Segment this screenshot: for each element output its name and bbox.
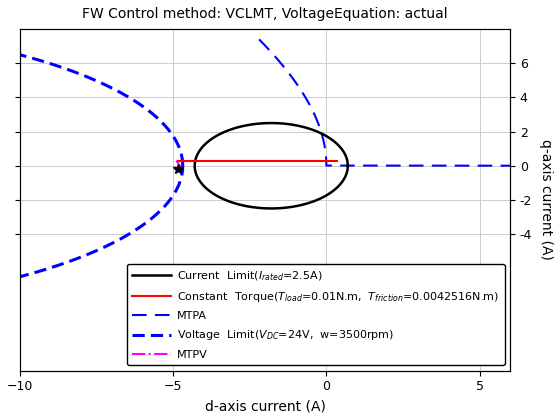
Current  Limit($I_{rated}$=2.5A) <box>268 121 274 126</box>
Legend: Current  Limit($I_{rated}$=2.5A), Constant  Torque($T_{load}$=0.01N.m,  $T_{fric: Current Limit($I_{rated}$=2.5A), Constan… <box>127 264 505 365</box>
Current  Limit($I_{rated}$=2.5A) <box>344 168 351 173</box>
MTPA <box>311 111 318 116</box>
Constant  Torque($T_{load}$=0.01N.m,  $T_{friction}$=0.0042516N.m) <box>256 158 263 163</box>
Constant  Torque($T_{load}$=0.01N.m,  $T_{friction}$=0.0042516N.m) <box>321 158 328 163</box>
Constant  Torque($T_{load}$=0.01N.m,  $T_{friction}$=0.0042516N.m) <box>205 158 212 163</box>
Voltage  Limit($V_{DC}$=24V,  w=3500rpm) <box>179 163 186 168</box>
Constant  Torque($T_{load}$=0.01N.m,  $T_{friction}$=0.0042516N.m) <box>212 158 218 163</box>
Current  Limit($I_{rated}$=2.5A) <box>192 157 199 162</box>
Line: Current  Limit($I_{rated}$=2.5A): Current Limit($I_{rated}$=2.5A) <box>195 123 348 208</box>
Constant  Torque($T_{load}$=0.01N.m,  $T_{friction}$=0.0042516N.m) <box>269 158 276 163</box>
MTPA <box>323 159 330 164</box>
Current  Limit($I_{rated}$=2.5A) <box>344 163 351 168</box>
Current  Limit($I_{rated}$=2.5A) <box>268 206 274 211</box>
Current  Limit($I_{rated}$=2.5A) <box>205 188 212 193</box>
Current  Limit($I_{rated}$=2.5A) <box>194 175 201 180</box>
MTPV <box>173 158 180 163</box>
Current  Limit($I_{rated}$=2.5A) <box>344 163 351 168</box>
Line: MTPV: MTPV <box>176 160 185 174</box>
MTPV <box>182 172 189 177</box>
Current  Limit($I_{rated}$=2.5A) <box>302 202 309 207</box>
X-axis label: d-axis current (A): d-axis current (A) <box>205 399 325 413</box>
MTPA <box>300 92 307 97</box>
Y-axis label: q-axis current (A): q-axis current (A) <box>539 139 553 260</box>
Current  Limit($I_{rated}$=2.5A) <box>192 159 198 164</box>
MTPA <box>300 91 306 96</box>
MTPA <box>254 35 261 40</box>
Constant  Torque($T_{load}$=0.01N.m,  $T_{friction}$=0.0042516N.m) <box>175 158 181 163</box>
Title: FW Control method: VCLMT, VoltageEquation: actual: FW Control method: VCLMT, VoltageEquatio… <box>82 7 448 21</box>
Line: MTPA: MTPA <box>258 38 560 243</box>
Constant  Torque($T_{load}$=0.01N.m,  $T_{friction}$=0.0042516N.m) <box>334 158 340 163</box>
Constant  Torque($T_{load}$=0.01N.m,  $T_{friction}$=0.0042516N.m) <box>326 158 333 163</box>
Line: Voltage  Limit($V_{DC}$=24V,  w=3500rpm): Voltage Limit($V_{DC}$=24V, w=3500rpm) <box>0 22 183 309</box>
Voltage  Limit($V_{DC}$=24V,  w=3500rpm) <box>179 163 186 168</box>
